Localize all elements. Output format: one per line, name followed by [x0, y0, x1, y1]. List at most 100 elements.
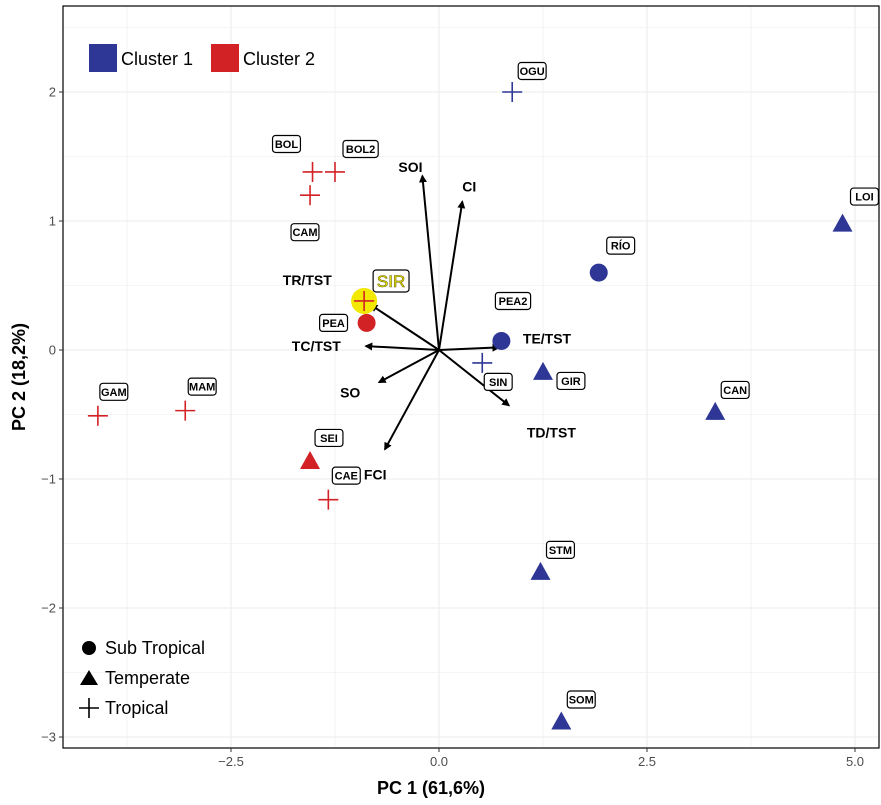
- vector-label: TR/TST: [283, 272, 332, 288]
- point-circle: [357, 313, 376, 332]
- legend-label-cross: Tropical: [105, 698, 168, 718]
- loading-arrow: [384, 349, 440, 451]
- point-label-box: [314, 428, 344, 448]
- point-circle: [492, 331, 511, 350]
- point-circle: [589, 263, 608, 282]
- loading-arrow: [438, 200, 466, 351]
- loading-arrow: [364, 342, 440, 351]
- point-cross: [502, 82, 523, 102]
- point-label: SEI: [320, 433, 338, 445]
- y-tick-label: 1: [49, 214, 56, 229]
- point-label-box: [99, 382, 129, 401]
- vector-label: TC/TST: [292, 338, 341, 354]
- point-label: LOI: [855, 192, 873, 204]
- point-label-box: [606, 236, 636, 255]
- point-cross: [300, 185, 321, 206]
- point-label-box: [290, 223, 320, 242]
- x-tick-label: −2.5: [218, 754, 244, 769]
- vector-label: SO: [340, 384, 360, 400]
- axis-ticks: −2.5 0.0 2.5 5.0 −3 −2 −1 0 1 2: [41, 85, 864, 770]
- point-label: MAM: [189, 382, 215, 394]
- point-label: STM: [549, 545, 572, 557]
- point-label: RÍO: [611, 240, 631, 253]
- point-label: BOL2: [346, 144, 375, 156]
- point-label: CAN: [723, 385, 747, 397]
- x-tick-label: 5.0: [846, 754, 864, 769]
- legend-label-circle: Sub Tropical: [105, 638, 205, 658]
- point-triangle: [705, 401, 726, 420]
- vector-label: CI: [462, 179, 476, 195]
- loading-arrow: [369, 304, 440, 351]
- point-label: PEA2: [499, 296, 528, 308]
- point-cross: [472, 352, 493, 373]
- point-label-box: [331, 466, 361, 485]
- point-cross: [175, 400, 196, 421]
- point-label-box: [849, 187, 880, 206]
- point-label-box: [556, 371, 586, 391]
- point-label-box: [720, 380, 750, 400]
- loading-arrow: [438, 343, 501, 352]
- plot-panel-border: [62, 5, 880, 749]
- point-label: GAM: [101, 387, 127, 399]
- y-tick-label: −1: [41, 472, 56, 487]
- legend-label-triangle: Temperate: [105, 668, 190, 688]
- vector-label: SOI: [398, 159, 422, 175]
- legend-label-cluster2: Cluster 2: [243, 49, 315, 69]
- legend-triangle-icon: [80, 670, 98, 685]
- vector-label: TD/TST: [527, 424, 576, 440]
- vector-label: FCI: [364, 466, 387, 482]
- data-points: [87, 82, 853, 730]
- point-triangle: [300, 450, 321, 469]
- point-label: CAM: [292, 227, 317, 239]
- x-tick-label: 0.0: [430, 754, 448, 769]
- y-tick-label: 0: [49, 343, 56, 358]
- point-label: BOL: [275, 139, 299, 151]
- cluster-legend: Cluster 1 Cluster 2: [89, 44, 315, 72]
- y-tick-label: −3: [41, 730, 56, 745]
- point-label-box: [517, 61, 547, 81]
- point-cross: [325, 161, 345, 182]
- point-cross: [302, 161, 323, 182]
- legend-cross-icon: [79, 698, 99, 718]
- legend-circle-icon: [82, 641, 96, 655]
- point-label: CAE: [335, 471, 358, 483]
- loading-arrow: [377, 349, 440, 384]
- y-tick-label: 2: [49, 85, 56, 100]
- point-label-box: [271, 134, 302, 154]
- point-label-box: [319, 313, 349, 333]
- point-label-box: [187, 377, 217, 396]
- point-label-box: [545, 540, 576, 559]
- point-label-box: [342, 139, 379, 159]
- vector-label: TE/TST: [523, 330, 572, 346]
- point-triangle: [832, 213, 853, 232]
- grid: [63, 6, 879, 748]
- point-label-box: [483, 372, 513, 391]
- shape-legend: Sub Tropical Temperate Tropical: [79, 638, 205, 718]
- point-cross: [354, 290, 375, 311]
- point-cross: [87, 405, 108, 426]
- legend-swatch-cluster2: [211, 44, 239, 72]
- point-triangle: [530, 561, 551, 580]
- point-triangle: [551, 711, 572, 730]
- point-labels: OGU LOI RÍO PEA2 SIN GIR CAN STM SOM BOL BOL2 CAM SI…: [99, 61, 880, 709]
- point-label: SIN: [489, 377, 507, 389]
- loading-vectors: SOI CI TR/TST TC/TST TE/TST SO TD/TST FCI: [283, 159, 577, 482]
- point-label: PEA: [322, 318, 345, 330]
- point-label-box: [566, 690, 596, 709]
- x-axis-title: PC 1 (61,6%): [377, 778, 485, 798]
- legend-label-cluster1: Cluster 1: [121, 49, 193, 69]
- point-cross: [318, 489, 339, 510]
- loading-arrow: [418, 174, 440, 351]
- point-label: OGU: [520, 66, 545, 78]
- point-label: GIR: [561, 376, 581, 388]
- point-label-box: [494, 291, 532, 311]
- point-triangle: [533, 361, 553, 380]
- point-label: SIR: [377, 272, 405, 291]
- x-tick-label: 2.5: [638, 754, 656, 769]
- y-tick-label: −2: [41, 601, 56, 616]
- point-label-box: [372, 269, 410, 293]
- point-label: SOM: [569, 695, 594, 707]
- loading-arrow: [438, 349, 511, 407]
- legend-swatch-cluster1: [89, 44, 117, 72]
